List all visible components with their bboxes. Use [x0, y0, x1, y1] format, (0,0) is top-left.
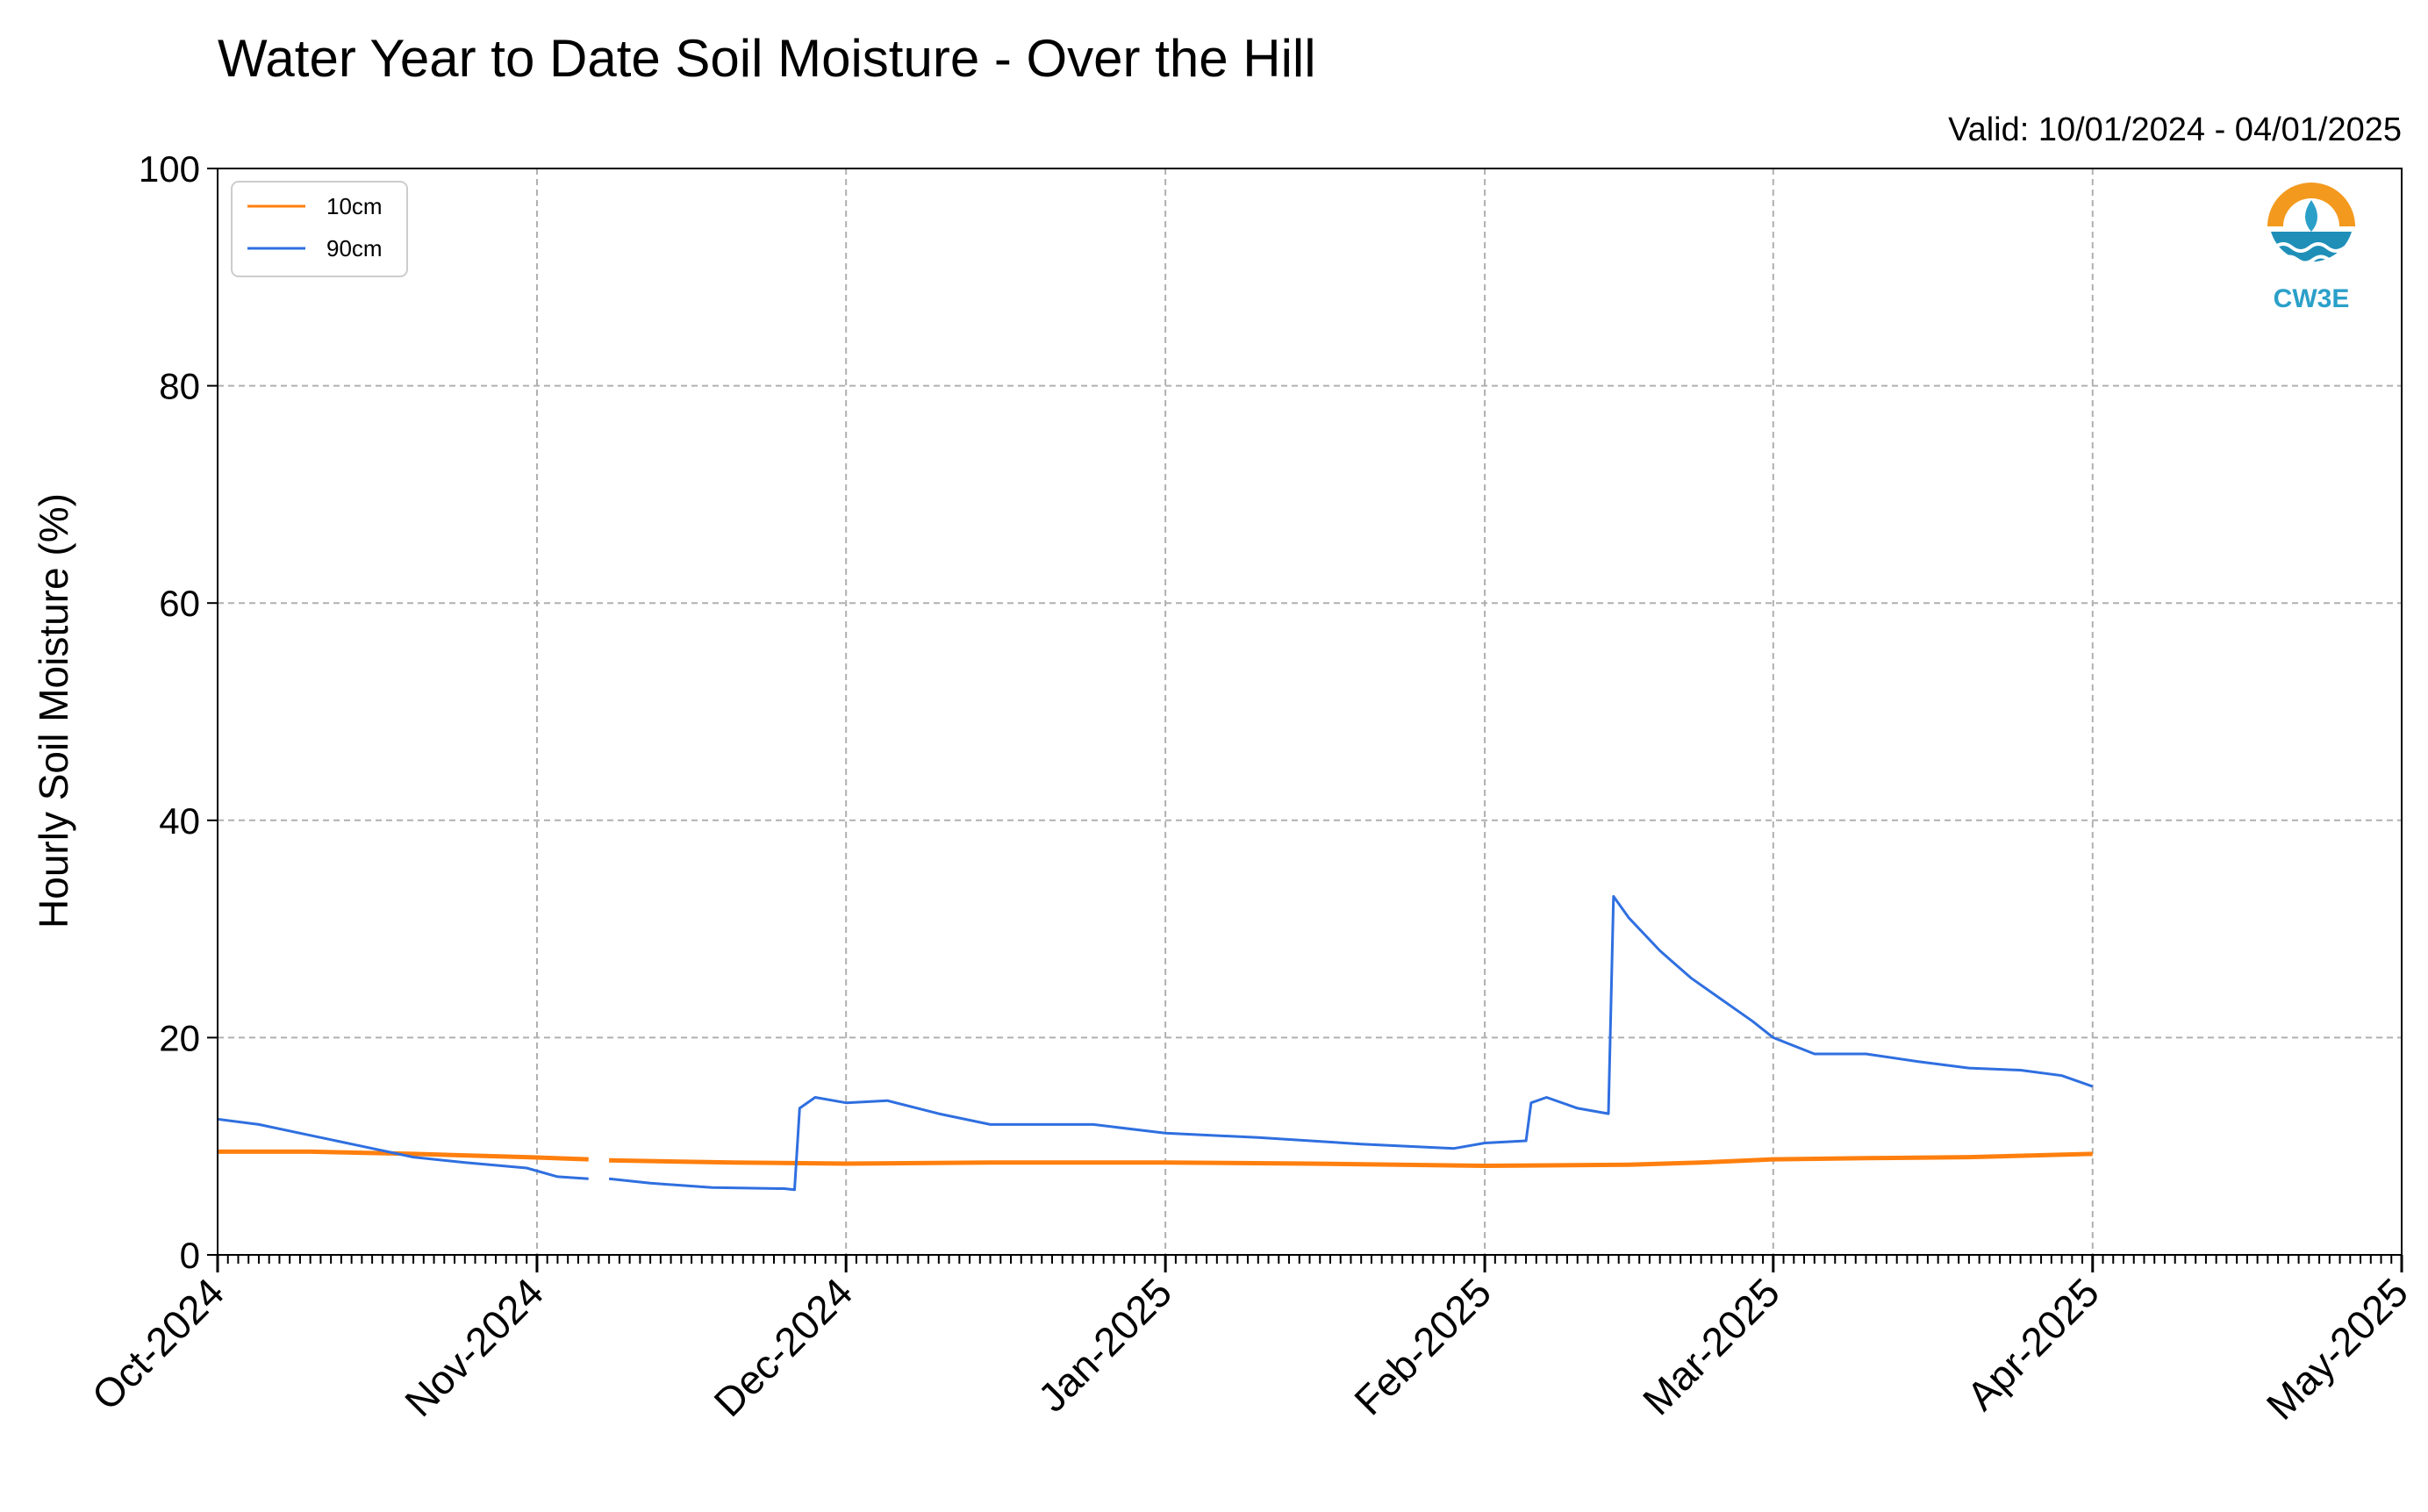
legend: 10cm 90cm [231, 181, 408, 277]
cw3e-logo: CW3E [2267, 183, 2355, 313]
series-line-10cm [218, 1149, 589, 1162]
grid-lines [218, 168, 2402, 1255]
x-tick-label: Nov-2024 [396, 1269, 552, 1425]
y-tick-label: 0 [180, 1235, 200, 1276]
y-tick-label: 80 [159, 366, 200, 407]
chart-title: Water Year to Date Soil Moisture - Over … [218, 29, 1316, 88]
chart-subtitle: Valid: 10/01/2024 - 04/01/2025 [1948, 111, 2402, 148]
plot-frame [217, 168, 2403, 1256]
y-tick-label: 60 [159, 583, 200, 624]
x-tick-label: Jan-2025 [1029, 1269, 1180, 1420]
legend-label-10cm: 10cm [326, 193, 383, 219]
y-tick-label: 40 [159, 800, 200, 842]
x-tick-labels: Oct-2024 Nov-2024 Dec-2024 Jan-2025 Feb-2025… [83, 1269, 2417, 1428]
series-line-90cm [217, 1117, 589, 1180]
x-tick-label: Oct-2024 [83, 1269, 233, 1419]
series-line-90cm [608, 895, 2094, 1192]
y-tick-label: 20 [159, 1017, 200, 1058]
axis-ticks [207, 168, 2403, 1272]
series-lines [217, 895, 2094, 1192]
x-tick-label: Mar-2025 [1634, 1269, 1788, 1423]
series-line-10cm [609, 1151, 2093, 1168]
logo-drop-icon [2305, 200, 2317, 232]
x-tick-label: Feb-2025 [1345, 1269, 1500, 1423]
x-tick-label: Apr-2025 [1958, 1269, 2108, 1419]
y-axis-label: Hourly Soil Moisture (%) [31, 493, 76, 928]
legend-label-90cm: 90cm [326, 235, 383, 262]
logo-text: CW3E [2274, 284, 2350, 313]
y-tick-label: 100 [139, 148, 200, 190]
x-tick-label: May-2025 [2258, 1269, 2417, 1428]
y-tick-labels: 0 20 40 60 80 100 [139, 148, 200, 1276]
x-tick-label: Dec-2024 [705, 1269, 861, 1425]
